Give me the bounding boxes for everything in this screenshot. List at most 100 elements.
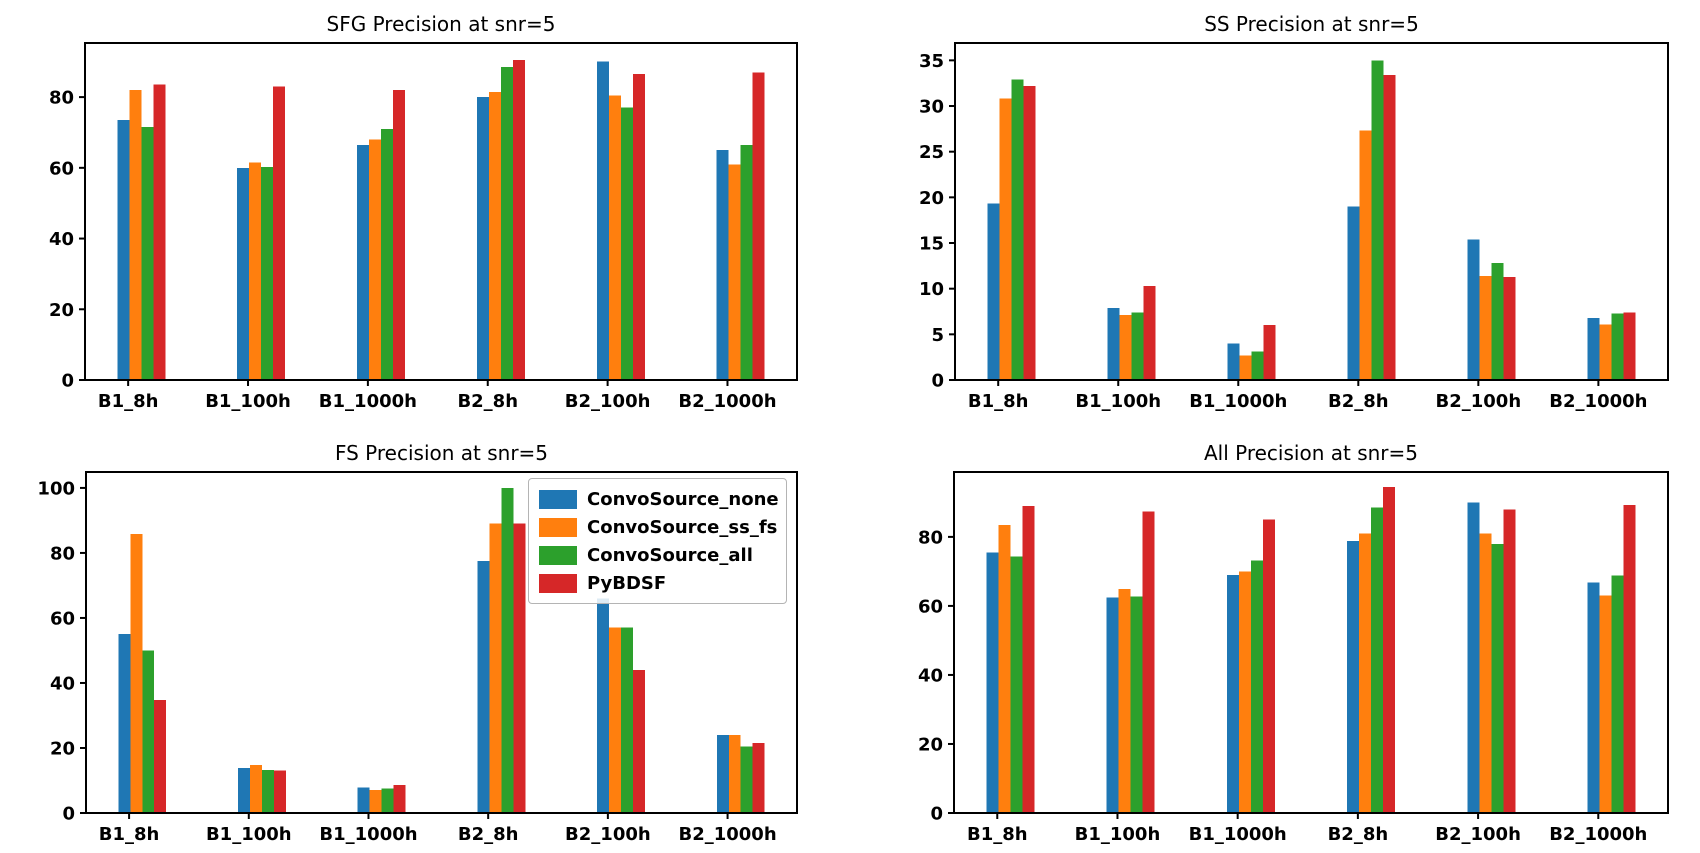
x-tick-label: B1_100h <box>205 391 291 412</box>
bar-PyBDSF-B2_1000h <box>752 72 765 380</box>
bar-PyBDSF-B1_100h <box>273 86 286 380</box>
x-tick-label: B2_100h <box>1436 391 1522 412</box>
legend-item-pybdsf: PyBDSF <box>539 572 776 594</box>
bar-ConvoSource_ss_fs-B2_8h <box>1359 130 1372 380</box>
bar-ConvoSource_all-B2_1000h <box>740 144 753 380</box>
bar-ConvoSource_none-B2_1000h <box>716 150 729 380</box>
bar-ConvoSource_none-B2_8h <box>1347 541 1360 813</box>
bar-ConvoSource_all-B1_8h <box>1010 556 1023 813</box>
legend-swatch-orange <box>539 517 577 537</box>
bar-ConvoSource_none-B2_1000h <box>716 734 729 813</box>
bar-ConvoSource_none-B1_8h <box>987 203 1000 380</box>
bar-ConvoSource_none-B2_1000h <box>1587 582 1600 813</box>
bar-ConvoSource_ss_fs-B1_8h <box>130 534 143 813</box>
bar-ConvoSource_ss_fs-B2_100h <box>1479 275 1492 380</box>
plot-frame <box>84 42 798 381</box>
bar-PyBDSF-B2_1000h <box>1623 312 1636 380</box>
bar-PyBDSF-B2_100h <box>632 74 645 381</box>
x-tick-label: B2_8h <box>1328 824 1389 845</box>
bar-ConvoSource_all-B1_1000h <box>1251 351 1264 380</box>
y-tick-label: 25 <box>919 142 944 163</box>
bar-ConvoSource_ss_fs-B1_100h <box>249 764 262 813</box>
legend: ConvoSource_none ConvoSource_ss_fs Convo… <box>528 478 787 604</box>
bar-PyBDSF-B2_8h <box>513 523 526 813</box>
bar-ConvoSource_all-B1_100h <box>261 166 274 380</box>
bar-ConvoSource_all-B1_1000h <box>1250 560 1263 813</box>
y-tick-label: 5 <box>931 325 944 346</box>
bar-ConvoSource_all-B2_100h <box>620 107 633 381</box>
bar-PyBDSF-B2_100h <box>1503 276 1516 380</box>
bar-PyBDSF-B2_8h <box>1383 74 1396 381</box>
x-tick-label: B1_1000h <box>319 391 417 412</box>
legend-swatch-green <box>539 545 577 565</box>
bar-ConvoSource_none-B2_100h <box>596 61 609 381</box>
bar-PyBDSF-B2_8h <box>512 59 525 380</box>
x-tick-label: B2_1000h <box>678 391 776 412</box>
plot-frame <box>954 42 1669 381</box>
bar-ConvoSource_ss_fs-B2_1000h <box>1599 324 1612 380</box>
bar-ConvoSource_none-B1_8h <box>986 552 999 813</box>
bar-PyBDSF-B2_100h <box>1503 509 1516 813</box>
bar-ConvoSource_ss_fs-B1_1000h <box>1239 355 1252 380</box>
bar-ConvoSource_none-B1_100h <box>1107 307 1120 380</box>
bar-ConvoSource_none-B1_8h <box>118 634 131 813</box>
bar-ConvoSource_all-B2_1000h <box>740 746 753 813</box>
x-tick-label: B1_8h <box>98 391 159 412</box>
chart-title-sfg: SFG Precision at snr=5 <box>326 12 556 36</box>
bar-ConvoSource_ss_fs-B2_8h <box>489 523 502 813</box>
x-tick-label: B2_8h <box>458 824 519 845</box>
bar-ConvoSource_ss_fs-B1_8h <box>998 524 1011 813</box>
y-tick-label: 0 <box>930 804 943 825</box>
x-tick-label: B2_100h <box>565 824 651 845</box>
y-tick-label: 0 <box>61 371 74 392</box>
x-tick-label: B1_100h <box>1075 824 1161 845</box>
bar-ConvoSource_ss_fs-B1_1000h <box>369 790 382 813</box>
bar-ConvoSource_all-B1_100h <box>1130 596 1143 813</box>
bar-PyBDSF-B1_1000h <box>393 785 406 813</box>
legend-label: PyBDSF <box>587 572 667 594</box>
legend-item-convosource-all: ConvoSource_all <box>539 544 776 566</box>
legend-label: ConvoSource_all <box>587 544 753 566</box>
y-tick-label: 20 <box>919 188 944 209</box>
x-tick-label: B1_8h <box>99 824 160 845</box>
bar-ConvoSource_ss_fs-B2_1000h <box>728 164 741 380</box>
bar-ConvoSource_none-B2_100h <box>597 598 610 813</box>
bar-ConvoSource_ss_fs-B1_100h <box>1118 589 1131 813</box>
bar-ConvoSource_none-B1_100h <box>237 167 250 380</box>
bar-ConvoSource_none-B2_100h <box>1467 239 1480 380</box>
x-tick-label: B2_8h <box>457 391 518 412</box>
bar-ConvoSource_ss_fs-B1_1000h <box>1238 571 1251 813</box>
chart-sfg-precision: 0 20 40 60 80 B1_8h B1_100h B1_1000h B2_8h B2_100… <box>49 42 798 412</box>
chart-fs-precision: 0 20 40 60 80 100 B1_8h B1_100h B1_1000h B2_8h B2_… <box>37 471 798 845</box>
x-tick-label: B1_8h <box>967 824 1028 845</box>
bar-PyBDSF-B1_8h <box>154 699 167 813</box>
y-tick-label: 40 <box>918 665 943 686</box>
y-tick-label: 0 <box>62 804 75 825</box>
bar-ConvoSource_all-B1_8h <box>142 650 155 813</box>
y-tick-label: 40 <box>50 673 75 694</box>
y-tick-label: 80 <box>50 543 75 564</box>
bar-ConvoSource_ss_fs-B1_100h <box>249 162 262 380</box>
bar-ConvoSource_all-B2_8h <box>1371 60 1384 380</box>
y-tick-label: 30 <box>919 97 944 118</box>
bar-ConvoSource_none-B1_100h <box>238 768 250 813</box>
bar-PyBDSF-B1_8h <box>1022 505 1035 813</box>
legend-item-convosource-none: ConvoSource_none <box>539 488 779 510</box>
y-tick-label: 60 <box>50 608 75 629</box>
x-tick-label: B2_1000h <box>678 824 776 845</box>
x-tick-label: B2_8h <box>1328 391 1389 412</box>
bar-ConvoSource_ss_fs-B1_1000h <box>369 139 382 380</box>
bar-ConvoSource_all-B1_1000h <box>381 128 394 380</box>
bar-PyBDSF-B2_1000h <box>752 743 765 813</box>
bar-PyBDSF-B2_8h <box>1383 487 1396 813</box>
chart-title-fs: FS Precision at snr=5 <box>334 441 549 465</box>
bar-ConvoSource_all-B2_8h <box>1371 507 1384 813</box>
bar-ConvoSource_none-B1_100h <box>1106 597 1119 813</box>
bar-ConvoSource_ss_fs-B2_8h <box>1359 533 1372 813</box>
legend-label: ConvoSource_none <box>587 488 779 510</box>
bar-ConvoSource_none-B2_8h <box>476 97 489 380</box>
bar-ConvoSource_all-B2_100h <box>1491 543 1504 813</box>
y-tick-label: 80 <box>49 88 74 109</box>
bar-PyBDSF-B1_8h <box>153 84 166 380</box>
